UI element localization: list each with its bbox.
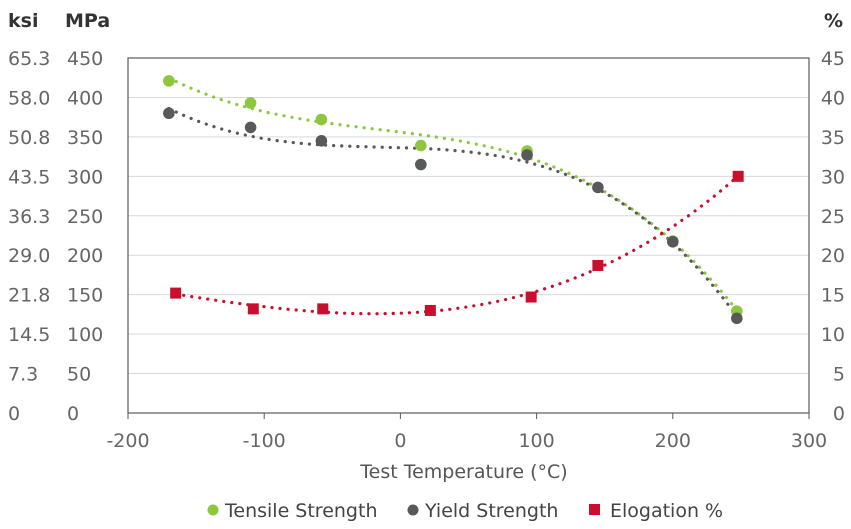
plot-frame bbox=[127, 57, 810, 419]
yield-point bbox=[315, 135, 328, 147]
x-tick-label: 100 bbox=[518, 430, 554, 452]
yield-point bbox=[592, 181, 604, 194]
elongation-point bbox=[170, 287, 182, 299]
legend-label-tensile: Tensile Strength bbox=[224, 500, 377, 522]
legend-marker-tensile bbox=[207, 504, 219, 516]
x-tick-label: 200 bbox=[655, 430, 691, 452]
y-tick-ksi: 58.0 bbox=[8, 87, 50, 109]
y-tick-ksi: 50.8 bbox=[8, 127, 50, 149]
elongation-point bbox=[525, 291, 537, 303]
x-tick-label: -200 bbox=[106, 430, 149, 452]
x-tick-label: 300 bbox=[791, 430, 827, 452]
y-tick-percent: 15 bbox=[821, 285, 845, 307]
elongation-point bbox=[247, 303, 259, 315]
elongation-point bbox=[592, 259, 604, 271]
tick-labels: 0 0 0 7.3 50 5 14.5 100 10 21.8 150 15 29.0 200 20 36.3… bbox=[8, 48, 845, 452]
tensile-point bbox=[415, 139, 427, 152]
x-axis-label: Test Temperature (°C) bbox=[359, 461, 567, 483]
data-marks bbox=[163, 75, 744, 325]
yield-point bbox=[521, 149, 533, 161]
elongation-point bbox=[317, 303, 329, 315]
y-tick-percent: 5 bbox=[833, 364, 845, 386]
yield-point bbox=[731, 312, 743, 325]
y-tick-ksi: 65.3 bbox=[8, 48, 50, 70]
y-tick-percent: 20 bbox=[821, 245, 845, 267]
y-tick-mpa: 400 bbox=[67, 87, 103, 109]
legend-marker-yield bbox=[407, 504, 419, 516]
y-tick-ksi: 0 bbox=[8, 403, 20, 425]
y-tick-mpa: 150 bbox=[67, 285, 103, 307]
yield-point bbox=[415, 158, 427, 171]
y-tick-percent: 45 bbox=[821, 48, 845, 70]
y-tick-percent: 0 bbox=[833, 403, 845, 425]
trendline-tensile bbox=[167, 76, 739, 312]
y-left-unit-ksi: ksi bbox=[8, 10, 38, 32]
elongation-point bbox=[424, 304, 436, 316]
y-tick-mpa: 50 bbox=[67, 364, 91, 386]
trendline-yield bbox=[167, 106, 739, 318]
y-tick-ksi: 29.0 bbox=[8, 245, 50, 267]
y-tick-ksi: 21.8 bbox=[8, 285, 50, 307]
tensile-point bbox=[163, 75, 175, 87]
tensile-point bbox=[315, 113, 328, 126]
y-left-unit-mpa: MPa bbox=[65, 10, 110, 32]
y-tick-percent: 35 bbox=[821, 127, 845, 149]
y-tick-percent: 40 bbox=[821, 87, 845, 109]
yield-point bbox=[667, 236, 679, 248]
y-tick-ksi: 14.5 bbox=[8, 324, 50, 346]
grid-lines bbox=[128, 96, 809, 375]
y-tick-percent: 30 bbox=[821, 166, 845, 188]
legend-label-yield: Yield Strength bbox=[424, 500, 558, 522]
x-tick-label: -100 bbox=[243, 430, 286, 452]
legend: Tensile Strength Yield Strength Elogatio… bbox=[207, 500, 723, 522]
y-tick-ksi: 7.3 bbox=[8, 364, 38, 386]
y-tick-mpa: 300 bbox=[67, 166, 103, 188]
y-tick-mpa: 450 bbox=[67, 48, 103, 70]
elongation-point bbox=[732, 170, 744, 182]
trendline-elongation bbox=[174, 174, 740, 316]
y-tick-ksi: 36.3 bbox=[8, 206, 50, 228]
y-tick-percent: 25 bbox=[821, 206, 845, 228]
y-tick-percent: 10 bbox=[821, 324, 845, 346]
yield-point bbox=[163, 107, 175, 120]
y-tick-ksi: 43.5 bbox=[8, 166, 50, 188]
y-tick-mpa: 250 bbox=[67, 206, 103, 228]
legend-marker-elongation bbox=[589, 504, 600, 515]
legend-label-elongation: Elogation % bbox=[610, 500, 723, 522]
tensile-point bbox=[244, 97, 257, 109]
x-tick-label: 0 bbox=[394, 430, 406, 452]
y-right-unit-percent: % bbox=[824, 10, 843, 32]
plot-border bbox=[127, 57, 810, 414]
y-tick-mpa: 350 bbox=[67, 127, 103, 149]
trendlines bbox=[167, 76, 740, 318]
yield-point bbox=[244, 121, 257, 134]
y-tick-mpa: 0 bbox=[67, 403, 79, 425]
y-tick-mpa: 200 bbox=[67, 245, 103, 267]
y-tick-mpa: 100 bbox=[67, 324, 103, 346]
